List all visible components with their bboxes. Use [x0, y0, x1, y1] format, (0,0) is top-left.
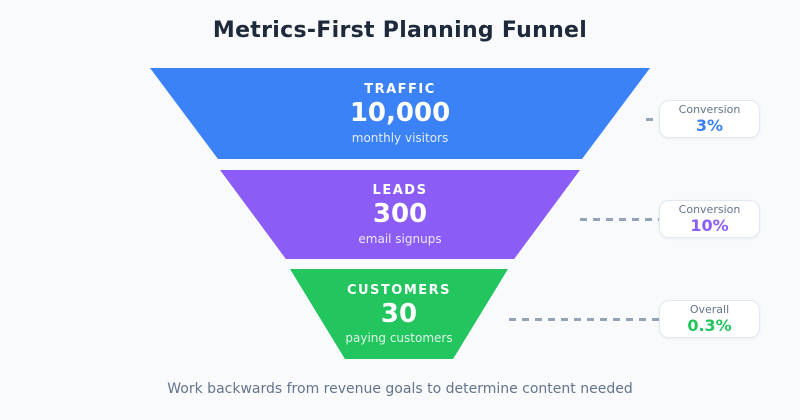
- funnel-stage-leads: LEADS 300 email signups: [220, 170, 580, 259]
- stage-leads-value: 300: [372, 199, 428, 230]
- connector-dashed-line-traffic: [646, 118, 659, 121]
- stage-leads-label: LEADS: [372, 183, 428, 199]
- stage-traffic-sublabel: monthly visitors: [351, 130, 449, 145]
- badge-traffic-label: Conversion: [678, 102, 741, 116]
- page-title: Metrics-First Planning Funnel: [212, 18, 588, 43]
- overall-badge-customers: Overall 0.3%: [659, 300, 760, 338]
- stage-leads-sublabel: email signups: [358, 231, 442, 246]
- stage-customers-sublabel: paying customers: [345, 331, 453, 346]
- stage-customers-label: CUSTOMERS: [346, 282, 452, 298]
- connector-dashed-line-leads: [580, 218, 659, 221]
- footer-note: Work backwards from revenue goals to det…: [167, 381, 633, 397]
- conversion-badge-leads: Conversion 10%: [659, 200, 760, 238]
- conversion-badge-traffic: Conversion 3%: [659, 100, 760, 138]
- badge-customers-label: Overall: [689, 302, 730, 316]
- connector-dashed-line-customers: [509, 318, 659, 321]
- badge-traffic-value: 3%: [695, 116, 724, 136]
- badge-leads-label: Conversion: [678, 202, 741, 216]
- stage-traffic-label: TRAFFIC: [364, 82, 436, 98]
- badge-customers-value: 0.3%: [687, 316, 732, 336]
- stage-traffic-value: 10,000: [349, 98, 451, 129]
- funnel-stage-traffic: TRAFFIC 10,000 monthly visitors: [150, 68, 650, 159]
- funnel-stage-customers: CUSTOMERS 30 paying customers: [290, 269, 508, 359]
- stage-customers-value: 30: [380, 298, 418, 329]
- badge-leads-value: 10%: [690, 216, 729, 236]
